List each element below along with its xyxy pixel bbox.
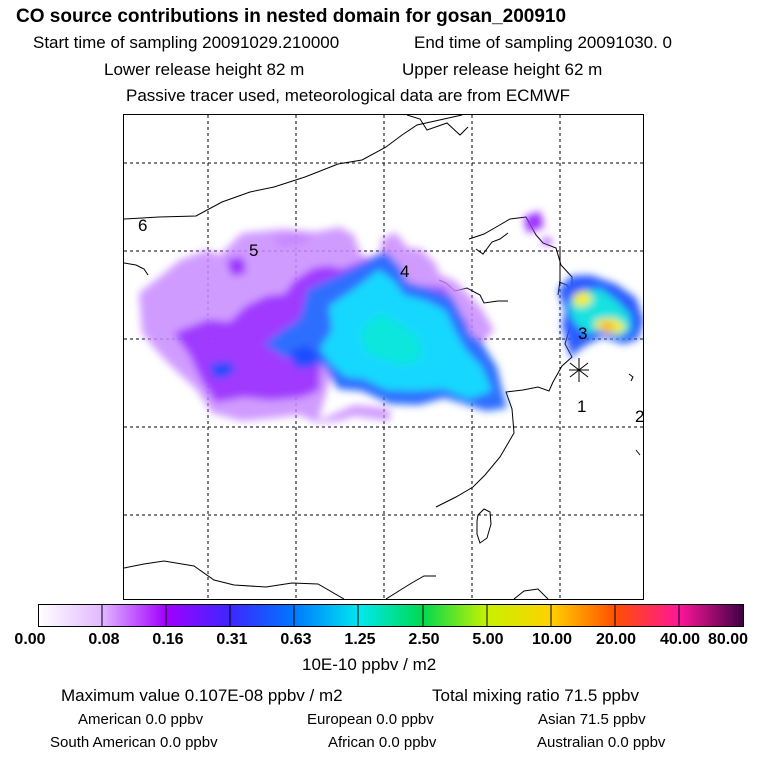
african-contribution: African 0.0 ppbv <box>328 734 437 751</box>
american-contribution: American 0.0 ppbv <box>78 711 204 728</box>
page-title: CO source contributions in nested domain… <box>16 6 567 27</box>
colorbar-tick-8: 10.00 <box>531 631 573 648</box>
source-contribution-map: 6 5 4 3 1 2 <box>123 114 644 600</box>
source-label-6: 6 <box>138 216 147 235</box>
european-contribution: European 0.0 ppbv <box>307 711 434 728</box>
colorbar-tick-6: 2.50 <box>408 631 440 648</box>
plume-concentration-layer <box>139 211 644 423</box>
source-label-2: 2 <box>635 407 643 426</box>
australian-contribution: Australian 0.0 ppbv <box>537 734 666 751</box>
source-label-5: 5 <box>249 241 258 260</box>
source-label-1: 1 <box>577 397 586 416</box>
colorbar-tick-2: 0.16 <box>152 631 184 648</box>
colorbar-tick-0: 0.00 <box>14 631 46 648</box>
colorbar-unit: 10E-10 ppbv / m2 <box>302 655 437 674</box>
colorbar-tick-3: 0.31 <box>216 631 248 648</box>
colorbar-tick-10: 40.00 <box>659 631 701 648</box>
colorbar-canvas <box>38 604 744 627</box>
map-canvas: 6 5 4 3 1 2 <box>123 114 644 600</box>
receptor-star-icon <box>569 358 589 382</box>
colorbar-tick-4: 0.63 <box>280 631 312 648</box>
tracer-note: Passive tracer used, meteorological data… <box>126 86 571 105</box>
colorbar <box>38 604 744 627</box>
colorbar-tick-1: 0.08 <box>88 631 120 648</box>
colorbar-tick-7: 5.00 <box>472 631 504 648</box>
colorbar-tick-5: 1.25 <box>344 631 376 648</box>
south-american-contribution: South American 0.0 ppbv <box>50 734 218 751</box>
source-label-3: 3 <box>578 324 587 343</box>
end-time: End time of sampling 20091030. 0 <box>414 33 673 52</box>
upper-release-height: Upper release height 62 m <box>402 60 603 79</box>
asian-contribution: Asian 71.5 ppbv <box>538 711 646 728</box>
start-time: Start time of sampling 20091029.210000 <box>33 33 340 52</box>
colorbar-tick-11: 80.00 <box>707 631 749 648</box>
maximum-value: Maximum value 0.107E-08 ppbv / m2 <box>61 686 343 705</box>
colorbar-tick-9: 20.00 <box>595 631 637 648</box>
lower-release-height: Lower release height 82 m <box>104 60 305 79</box>
total-mixing-ratio: Total mixing ratio 71.5 ppbv <box>432 686 639 705</box>
source-label-4: 4 <box>400 262 409 281</box>
